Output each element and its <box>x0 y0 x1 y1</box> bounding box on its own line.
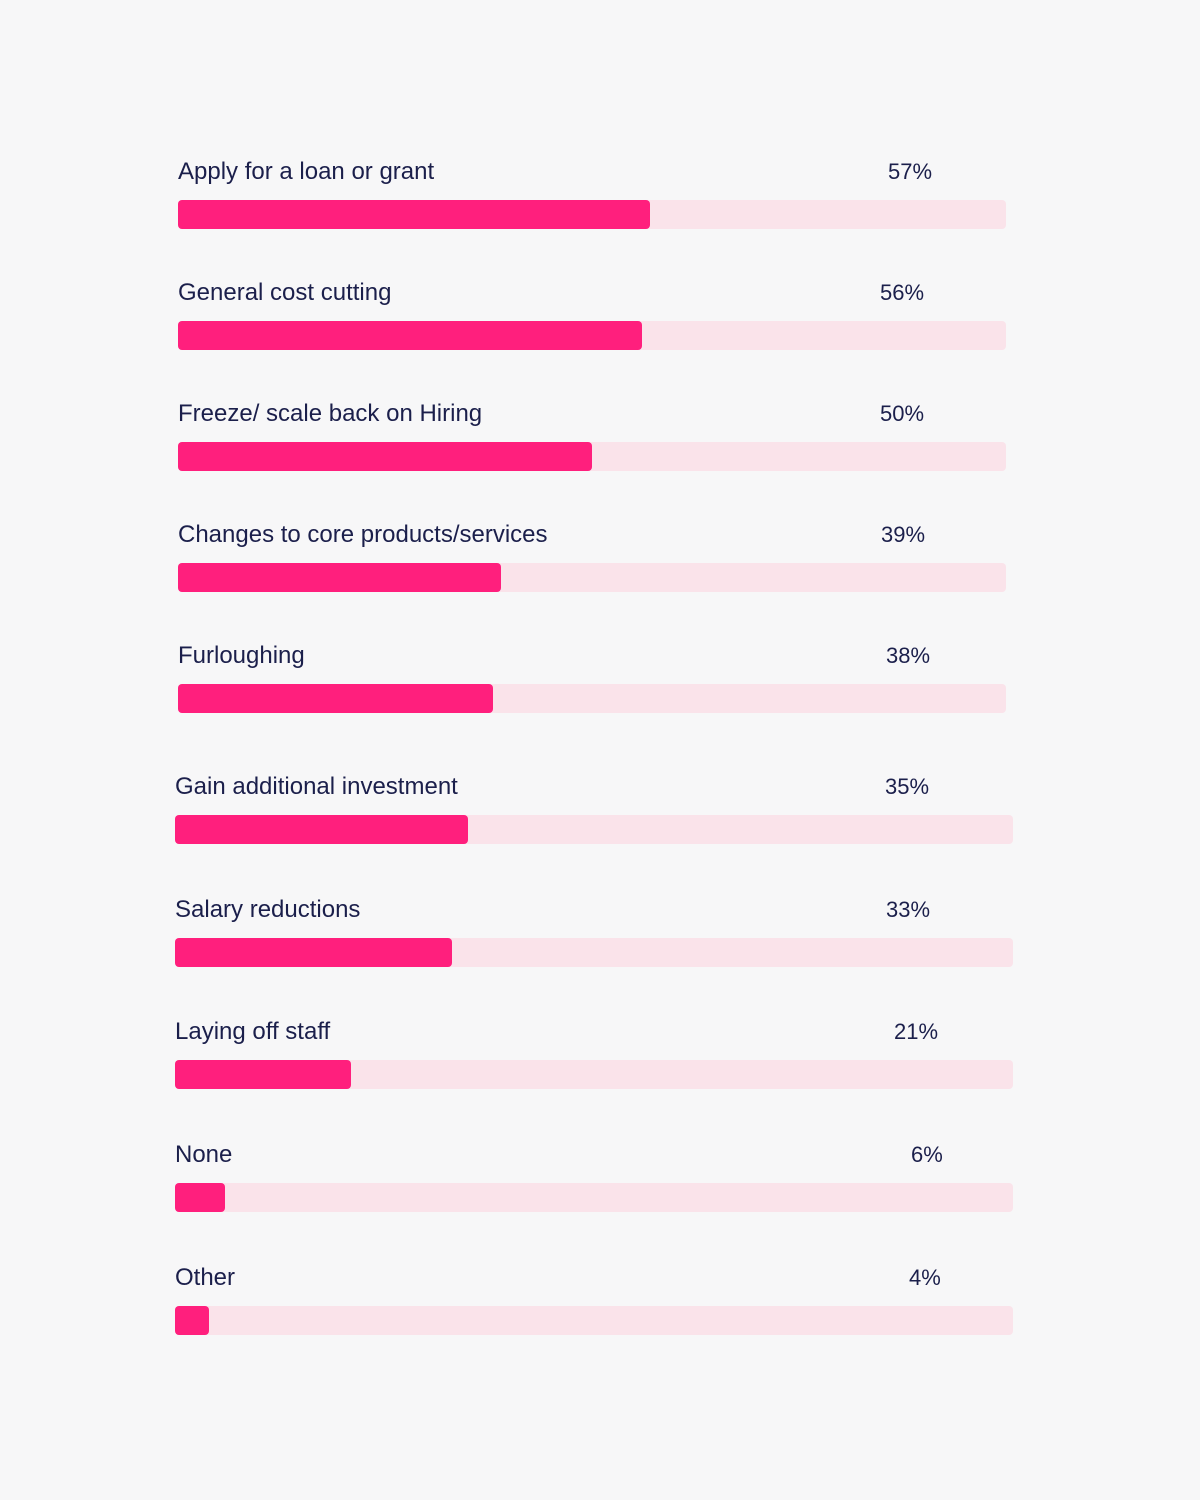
value-label: 50% <box>880 401 925 426</box>
bar-row: Salary reductions 33% <box>175 894 1013 974</box>
bar-track <box>175 1060 1013 1089</box>
bar-row: Freeze/ scale back on Hiring 50% <box>178 398 1006 478</box>
bar-track <box>175 1306 1013 1335</box>
category-label: Salary reductions <box>175 896 361 923</box>
bar-track <box>178 684 1006 713</box>
bar-fill <box>178 684 493 713</box>
value-label: 33% <box>886 897 931 922</box>
bar-fill <box>175 1306 209 1335</box>
bar-row: Changes to core products/services 39% <box>178 519 1006 599</box>
category-label: None <box>175 1141 233 1168</box>
value-label: 4% <box>909 1265 941 1290</box>
value-label: 6% <box>911 1142 943 1167</box>
bar-track <box>175 1183 1013 1212</box>
bar-row: Furloughing 38% <box>178 640 1006 720</box>
bar-track <box>178 200 1006 229</box>
category-label: General cost cutting <box>178 279 392 306</box>
bar-row: Other 4% <box>175 1262 1013 1342</box>
category-label: Laying off staff <box>175 1018 331 1045</box>
value-label: 21% <box>894 1019 939 1044</box>
bar-row: Laying off staff 21% <box>175 1016 1013 1096</box>
value-label: 38% <box>886 643 931 668</box>
category-label: Gain additional investment <box>175 773 458 800</box>
value-label: 35% <box>885 774 930 799</box>
bar-track <box>178 442 1006 471</box>
value-label: 57% <box>888 159 933 184</box>
bar-row: None 6% <box>175 1139 1013 1219</box>
bar-fill <box>178 563 501 592</box>
bar-fill <box>178 321 642 350</box>
category-label: Other <box>175 1264 236 1291</box>
category-label: Furloughing <box>178 642 305 669</box>
bar-fill <box>175 1060 351 1089</box>
bar-row: Gain additional investment 35% <box>175 771 1013 851</box>
value-label: 39% <box>881 522 926 547</box>
bar-fill <box>175 1183 225 1212</box>
category-label: Changes to core products/services <box>178 521 548 548</box>
bar-track <box>178 321 1006 350</box>
bar-fill <box>178 200 650 229</box>
bar-fill <box>175 815 468 844</box>
category-label: Freeze/ scale back on Hiring <box>178 400 483 427</box>
value-label: 56% <box>880 280 925 305</box>
bar-fill <box>178 442 592 471</box>
bar-track <box>178 563 1006 592</box>
bar-track <box>175 938 1013 967</box>
category-label: Apply for a loan or grant <box>178 158 435 185</box>
bar-track <box>175 815 1013 844</box>
bar-row: Apply for a loan or grant 57% <box>178 156 1006 236</box>
bar-row: General cost cutting 56% <box>178 277 1006 357</box>
bar-fill <box>175 938 452 967</box>
